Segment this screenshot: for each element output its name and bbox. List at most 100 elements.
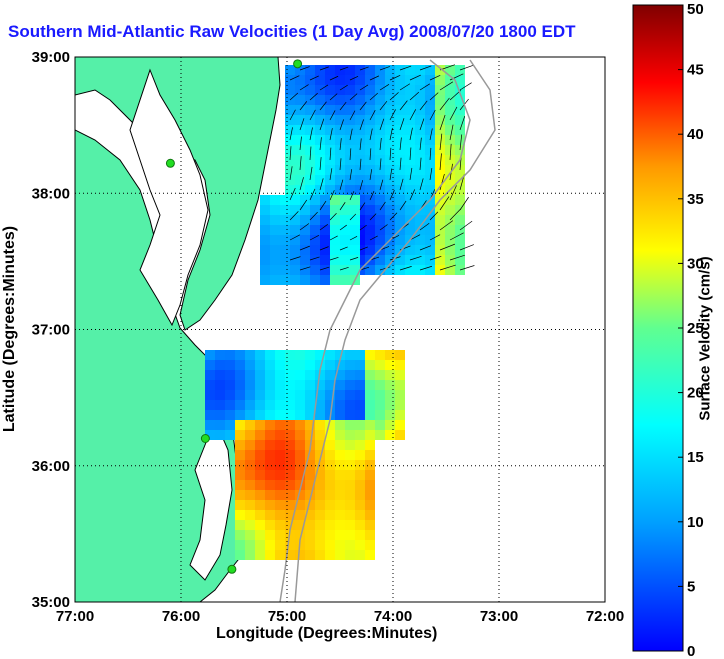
velocity-cell [425,205,435,215]
velocity-vector [309,75,319,81]
velocity-cell [270,265,280,275]
velocity-cell [385,420,395,430]
velocity-cell [325,540,335,550]
velocity-cell [315,420,325,430]
velocity-cell [245,440,255,450]
velocity-cell [205,430,215,440]
velocity-vector [409,255,422,261]
velocity-vector [349,169,353,181]
velocity-cell [285,460,295,470]
velocity-cell [270,205,280,215]
velocity-cell [335,75,345,85]
velocity-cell [350,265,360,275]
velocity-cell [355,370,365,380]
velocity-cell [395,380,405,390]
velocity-cell [235,430,245,440]
velocity-cell [355,550,365,560]
velocity-cell [265,400,275,410]
velocity-cell [255,520,265,530]
velocity-vector [389,212,398,221]
velocity-cell [225,390,235,400]
velocity-cell [255,490,265,500]
velocity-cell [415,135,425,145]
velocity-cell [350,225,360,235]
velocity-cell [305,510,315,520]
velocity-cell [235,460,245,470]
velocity-vector [379,100,388,111]
velocity-vector [289,127,293,141]
velocity-cell [345,380,355,390]
velocity-cell [215,370,225,380]
velocity-cell [285,450,295,460]
velocity-cell [385,165,395,175]
velocity-cell [345,480,355,490]
velocity-cell [300,265,310,275]
velocity-cell [335,510,345,520]
velocity-cell [455,255,465,265]
velocity-cell [325,430,335,440]
velocity-cell [275,500,285,510]
velocity-cell [355,95,365,105]
velocity-cell [435,215,445,225]
velocity-vector [419,137,422,151]
velocity-cell [325,360,335,370]
velocity-cell [365,450,375,460]
velocity-vector [319,200,327,211]
velocity-cell [325,550,335,560]
velocity-cell [435,135,445,145]
colorbar-tick-label: 5 [687,578,695,595]
velocity-cell [335,135,345,145]
velocity-vector [419,83,430,91]
velocity-vector [389,147,392,161]
velocity-cell [365,500,375,510]
velocity-cell [355,390,365,400]
velocity-cell [425,225,435,235]
velocity-vector [299,199,308,211]
velocity-cell [365,470,375,480]
velocity-vector [459,265,475,271]
velocity-cell [325,145,335,155]
velocity-cell [260,255,270,265]
velocity-vector [399,137,402,151]
velocity-cell [290,195,300,205]
velocity-vector [339,138,342,151]
velocity-cell [330,225,340,235]
velocity-cell [365,510,375,520]
velocity-cell [395,155,405,165]
velocity-cell [265,420,275,430]
velocity-cell [345,145,355,155]
velocity-cell [405,245,415,255]
velocity-cell [335,420,345,430]
velocity-cell [300,205,310,215]
velocity-vector [369,110,376,121]
velocity-cell [345,530,355,540]
velocity-cell [270,225,280,235]
velocity-vector [329,190,335,201]
velocity-cell [285,520,295,530]
velocity-vector [369,190,375,201]
velocity-cell [245,470,255,480]
velocity-vector [449,73,464,81]
velocity-cell [385,125,395,135]
velocity-cell [285,145,295,155]
velocity-vector [419,265,433,271]
land-delmarva [75,57,281,331]
velocity-cell [225,410,235,420]
velocity-vector [409,74,421,81]
velocity-cell [405,125,415,135]
velocity-cell [275,350,285,360]
velocity-cell [325,500,335,510]
velocity-cell [245,390,255,400]
velocity-cell [375,360,385,370]
velocity-cell [455,235,465,245]
velocity-cell [260,195,270,205]
velocity-cell [255,550,265,560]
velocity-cell [310,275,320,285]
velocity-cell [305,520,315,530]
velocity-vector [359,180,364,191]
velocity-cell [345,360,355,370]
velocity-vector [299,266,311,271]
velocity-cell [455,195,465,205]
velocity-cell [325,440,335,450]
velocity-vector [299,245,310,251]
